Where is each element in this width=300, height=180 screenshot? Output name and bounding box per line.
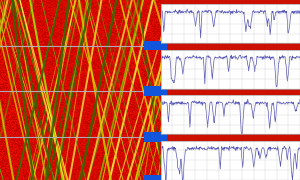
Bar bbox=[145, 86, 167, 96]
Bar bbox=[145, 41, 167, 50]
Bar bbox=[145, 175, 167, 180]
Bar bbox=[145, 132, 167, 141]
